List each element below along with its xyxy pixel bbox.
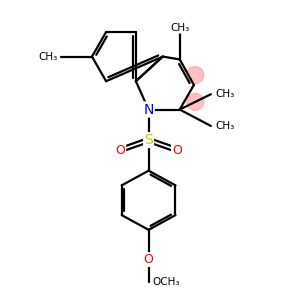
Text: O: O bbox=[144, 253, 154, 266]
Text: CH₃: CH₃ bbox=[215, 89, 234, 99]
Text: O: O bbox=[172, 143, 182, 157]
Circle shape bbox=[187, 67, 204, 83]
Text: CH₃: CH₃ bbox=[39, 52, 58, 61]
Text: O: O bbox=[115, 143, 125, 157]
Text: N: N bbox=[143, 103, 154, 116]
Text: OCH₃: OCH₃ bbox=[153, 277, 180, 286]
Circle shape bbox=[187, 93, 204, 110]
Text: CH₃: CH₃ bbox=[215, 121, 234, 131]
Text: S: S bbox=[144, 133, 153, 147]
Text: CH₃: CH₃ bbox=[170, 23, 189, 33]
